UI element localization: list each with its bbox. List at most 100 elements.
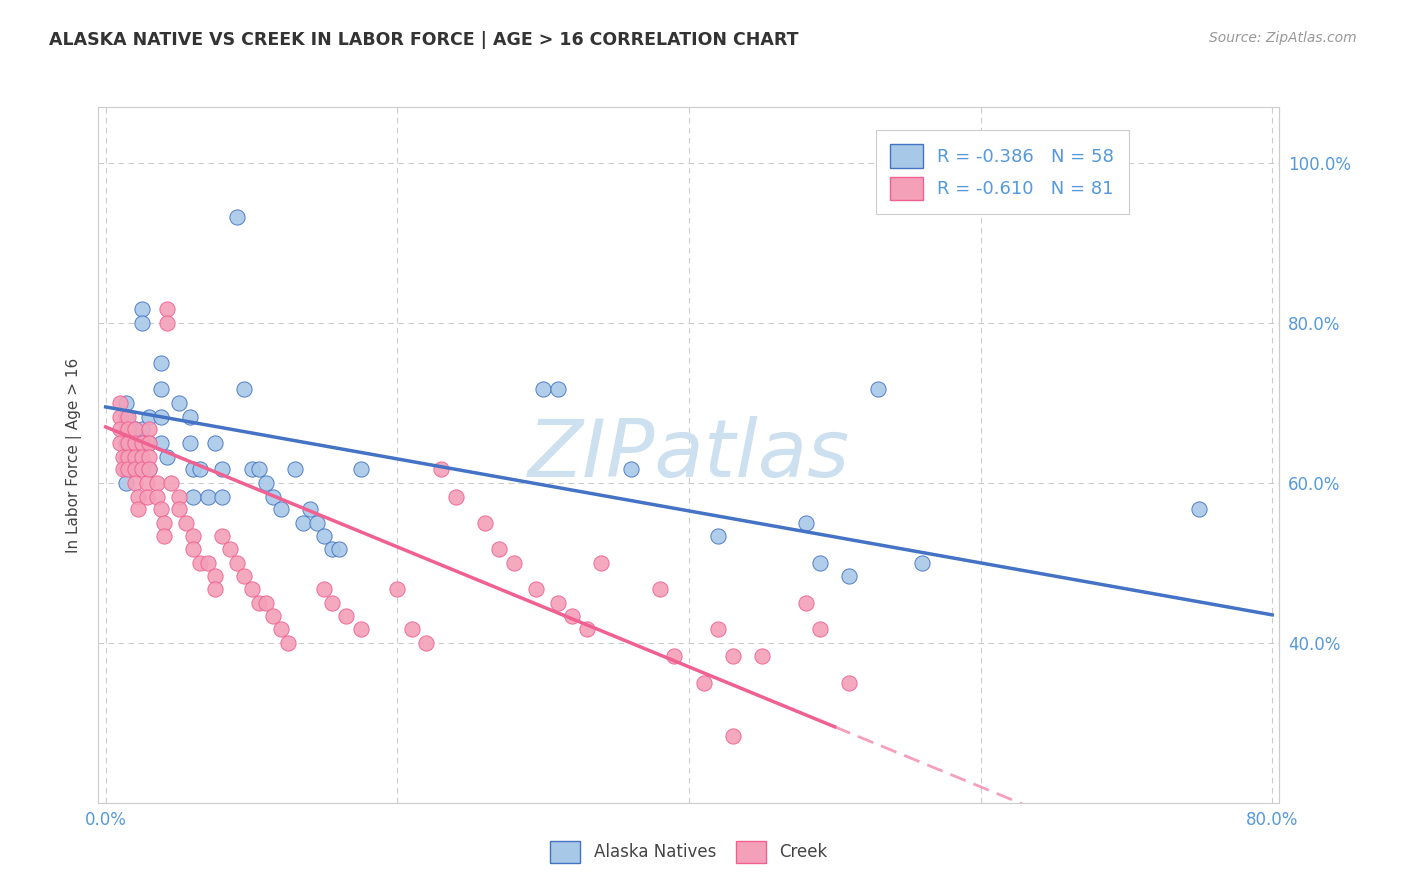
Point bbox=[794, 516, 817, 530]
Point bbox=[911, 556, 934, 570]
Point bbox=[131, 436, 153, 450]
Point bbox=[524, 582, 547, 597]
Point bbox=[721, 730, 744, 744]
Point bbox=[181, 462, 204, 476]
Point bbox=[117, 436, 139, 450]
Point bbox=[277, 636, 299, 650]
Point bbox=[110, 422, 132, 436]
Point bbox=[284, 462, 307, 476]
Point bbox=[174, 516, 197, 530]
Point bbox=[131, 450, 153, 464]
Point bbox=[321, 596, 343, 610]
Point bbox=[488, 542, 510, 557]
Point bbox=[138, 409, 160, 424]
Point bbox=[131, 302, 153, 317]
Point bbox=[254, 475, 277, 490]
Point bbox=[124, 475, 146, 490]
Point bbox=[707, 529, 730, 543]
Point bbox=[868, 382, 890, 396]
Point bbox=[160, 475, 183, 490]
Point bbox=[156, 450, 179, 464]
Point bbox=[138, 462, 160, 476]
Point bbox=[153, 516, 176, 530]
Y-axis label: In Labor Force | Age > 16: In Labor Force | Age > 16 bbox=[66, 358, 82, 552]
Point bbox=[131, 462, 153, 476]
Point bbox=[131, 316, 153, 330]
Point bbox=[117, 422, 139, 436]
Point bbox=[240, 582, 263, 597]
Point bbox=[117, 409, 139, 424]
Point bbox=[561, 609, 583, 624]
Point bbox=[124, 462, 146, 476]
Point bbox=[648, 582, 671, 597]
Point bbox=[117, 462, 139, 476]
Point bbox=[270, 622, 292, 636]
Point bbox=[335, 609, 357, 624]
Point bbox=[328, 542, 350, 557]
Point bbox=[591, 556, 613, 570]
Point bbox=[167, 396, 190, 410]
Point bbox=[247, 596, 270, 610]
Point bbox=[167, 502, 190, 516]
Point bbox=[218, 542, 240, 557]
Point bbox=[124, 450, 146, 464]
Point bbox=[808, 622, 831, 636]
Text: Source: ZipAtlas.com: Source: ZipAtlas.com bbox=[1209, 31, 1357, 45]
Text: ALASKA NATIVE VS CREEK IN LABOR FORCE | AGE > 16 CORRELATION CHART: ALASKA NATIVE VS CREEK IN LABOR FORCE | … bbox=[49, 31, 799, 49]
Point bbox=[138, 436, 160, 450]
Point bbox=[190, 556, 212, 570]
Point bbox=[179, 409, 201, 424]
Point bbox=[150, 356, 173, 370]
Point bbox=[124, 450, 146, 464]
Point bbox=[138, 436, 160, 450]
Point bbox=[444, 490, 467, 504]
Point bbox=[190, 462, 212, 476]
Point bbox=[314, 582, 336, 597]
Point bbox=[291, 516, 314, 530]
Point bbox=[307, 516, 329, 530]
Point bbox=[150, 409, 173, 424]
Point bbox=[112, 462, 135, 476]
Point bbox=[181, 542, 204, 557]
Point bbox=[211, 462, 233, 476]
Point bbox=[692, 676, 714, 690]
Point bbox=[127, 502, 149, 516]
Point bbox=[794, 596, 817, 610]
Point bbox=[350, 462, 373, 476]
Point bbox=[124, 436, 146, 450]
Point bbox=[115, 409, 138, 424]
Point bbox=[124, 422, 146, 436]
Point bbox=[211, 529, 233, 543]
Point bbox=[131, 422, 153, 436]
Point bbox=[620, 462, 643, 476]
Point bbox=[115, 462, 138, 476]
Point bbox=[721, 649, 744, 664]
Point bbox=[110, 396, 132, 410]
Point bbox=[664, 649, 686, 664]
Point bbox=[179, 436, 201, 450]
Point bbox=[115, 396, 138, 410]
Point bbox=[503, 556, 526, 570]
Point bbox=[415, 636, 437, 650]
Legend: Alaska Natives, Creek: Alaska Natives, Creek bbox=[541, 833, 837, 871]
Point bbox=[240, 462, 263, 476]
Text: ZIPatlas: ZIPatlas bbox=[527, 416, 851, 494]
Point bbox=[270, 502, 292, 516]
Point bbox=[254, 596, 277, 610]
Point bbox=[197, 490, 219, 504]
Point bbox=[167, 490, 190, 504]
Point bbox=[145, 490, 167, 504]
Point bbox=[838, 676, 860, 690]
Point bbox=[233, 382, 256, 396]
Point bbox=[211, 490, 233, 504]
Point bbox=[150, 382, 173, 396]
Point bbox=[314, 529, 336, 543]
Point bbox=[138, 462, 160, 476]
Point bbox=[575, 622, 598, 636]
Point bbox=[110, 436, 132, 450]
Point bbox=[135, 475, 157, 490]
Point bbox=[247, 462, 270, 476]
Point bbox=[127, 490, 149, 504]
Point bbox=[262, 609, 284, 624]
Point bbox=[153, 529, 176, 543]
